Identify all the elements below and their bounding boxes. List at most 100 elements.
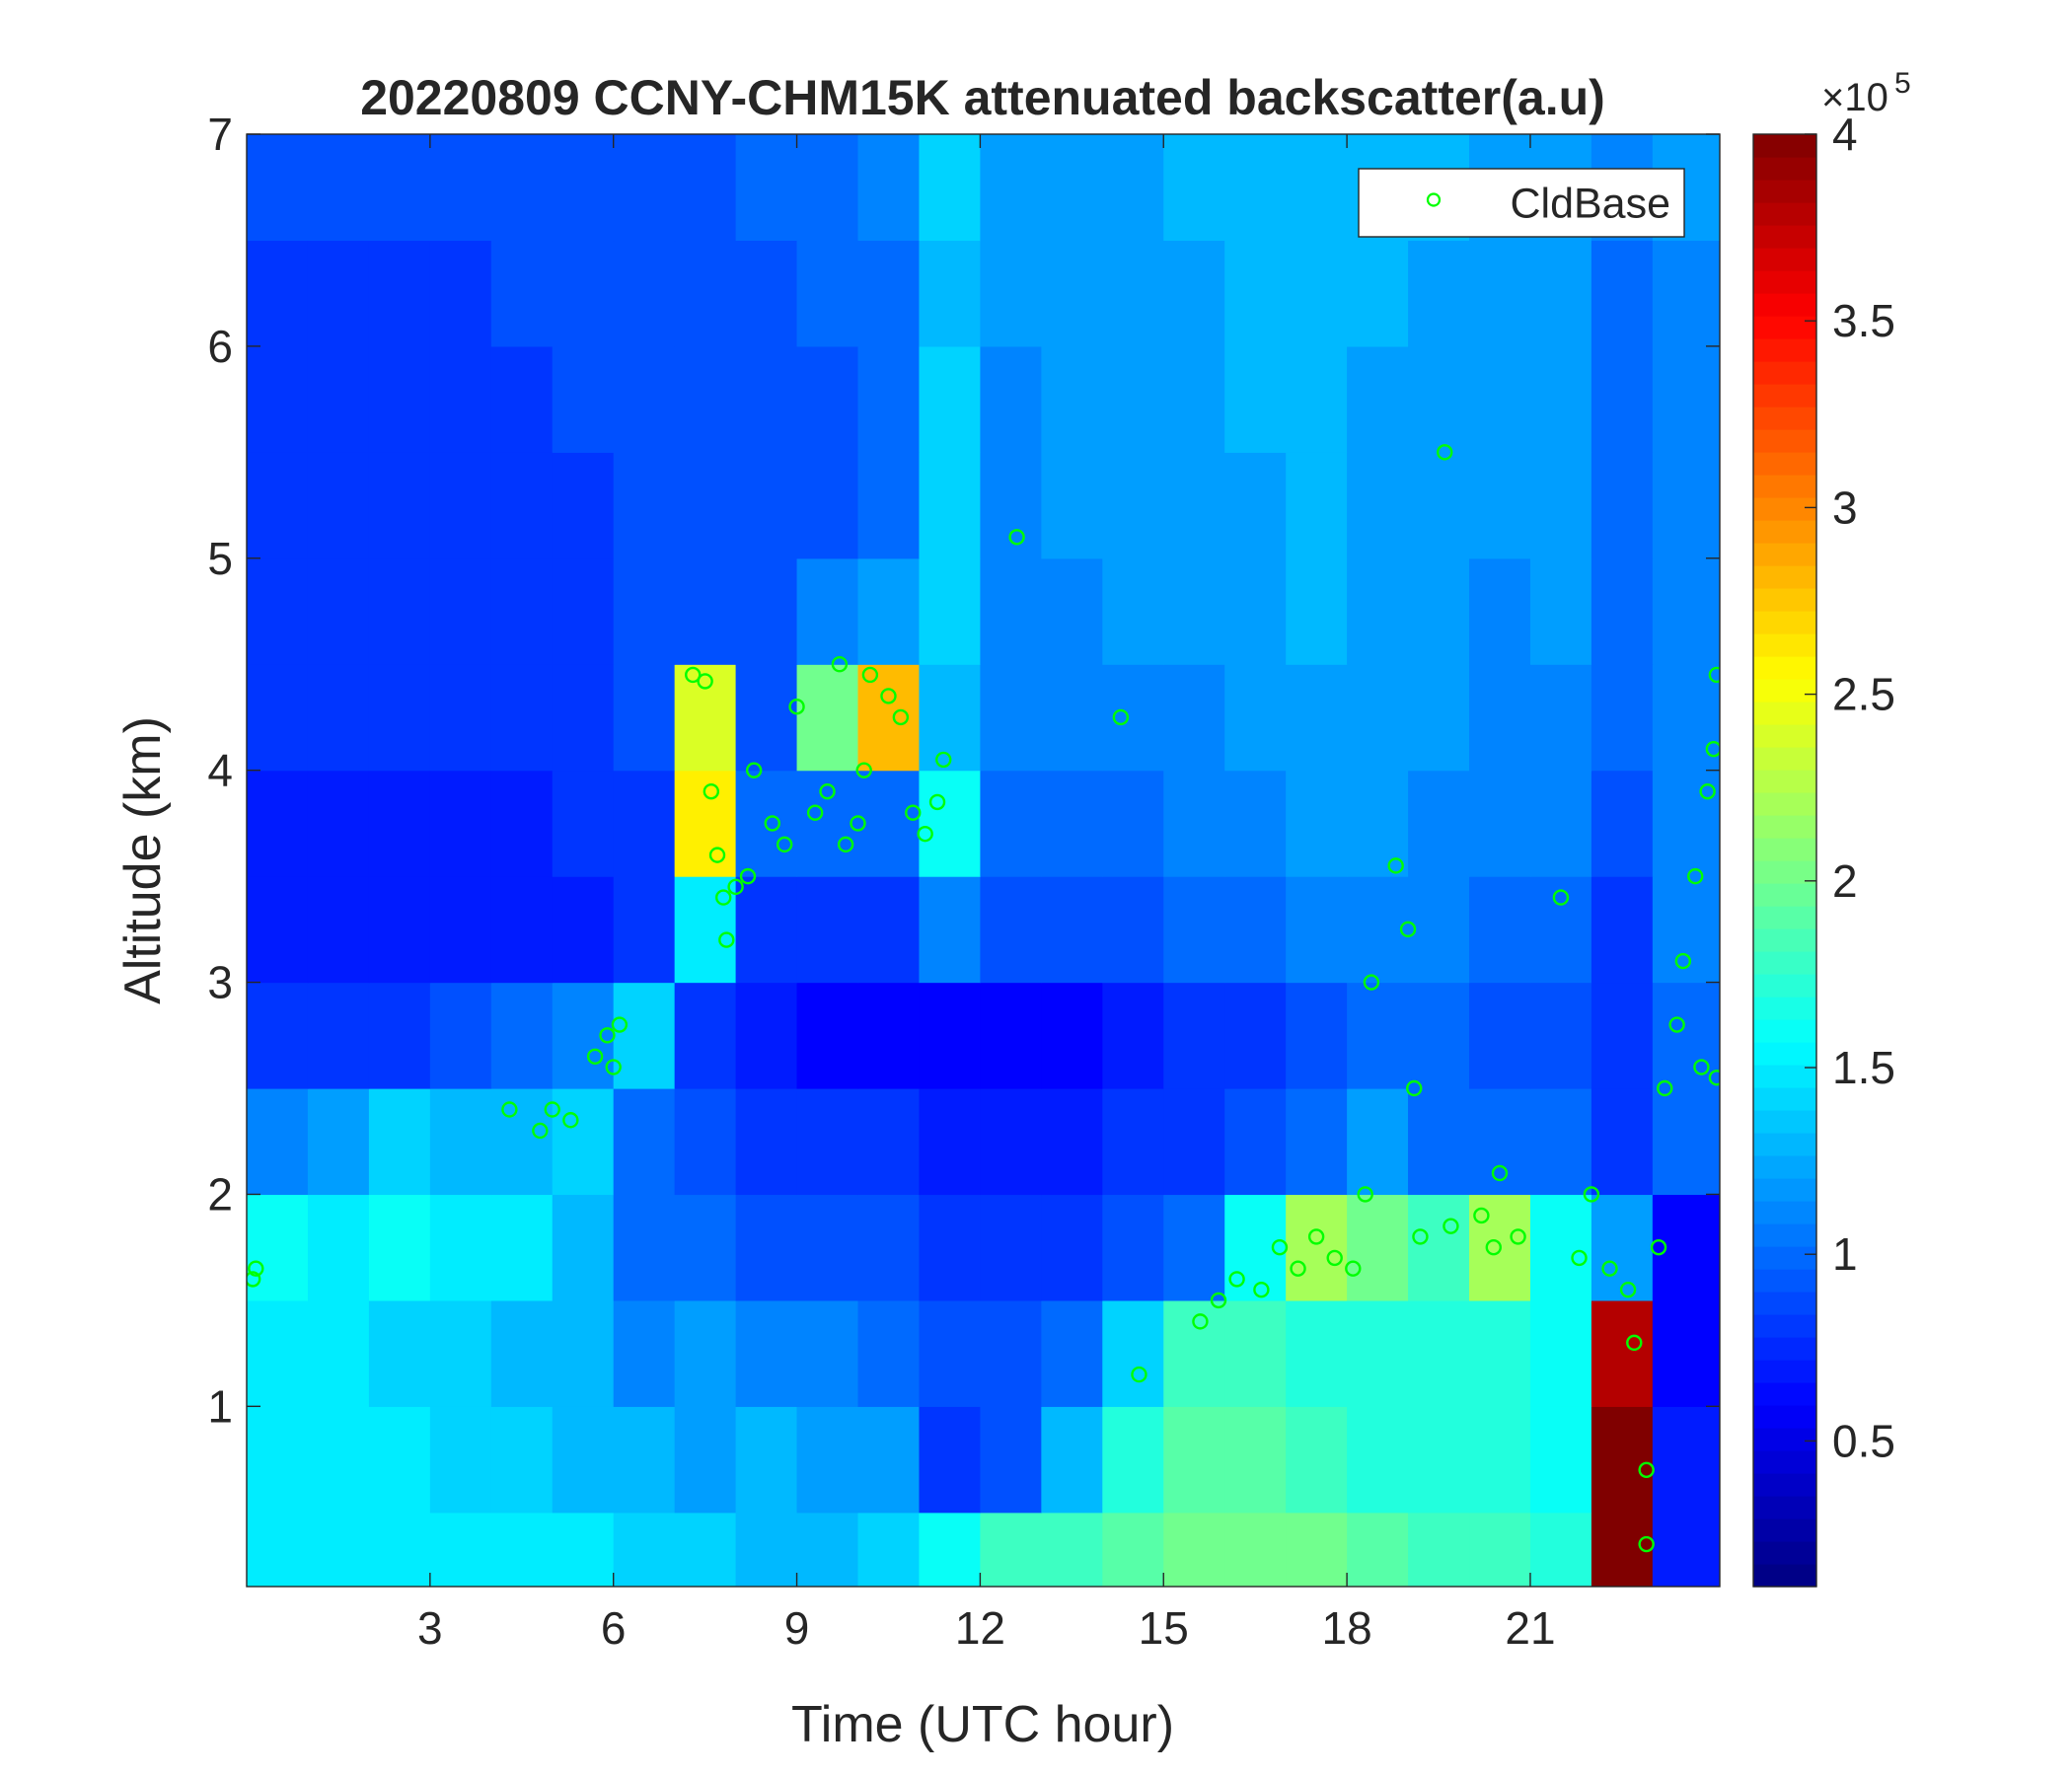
heatmap-cell: [674, 1406, 737, 1514]
x-tick-label: 3: [417, 1602, 443, 1654]
cloud-base-point: [850, 815, 866, 832]
heatmap-cell: [1102, 982, 1164, 1089]
cloud-base-point: [1510, 1228, 1526, 1245]
colorbar-band: [1753, 452, 1816, 476]
cloud-base-point: [1192, 1313, 1209, 1330]
heatmap-cell: [552, 982, 615, 1089]
heatmap-cell: [247, 557, 309, 665]
cloud-base-point: [1657, 1079, 1673, 1097]
heatmap-cell: [307, 876, 370, 984]
heatmap-cell: [857, 134, 921, 242]
colorbar-band: [1753, 338, 1816, 362]
colorbar-band: [1753, 475, 1816, 498]
cloud-base-point: [1290, 1260, 1306, 1277]
heatmap-cell: [368, 982, 431, 1089]
cloud-base-point: [917, 825, 933, 843]
cloud-base-point: [1253, 1281, 1270, 1298]
heatmap-cell: [1286, 982, 1348, 1089]
heatmap-cell: [613, 982, 676, 1089]
heatmap-cell: [1163, 982, 1225, 1089]
y-tick-label: 3: [207, 957, 233, 1008]
y-tick-label: 6: [207, 321, 233, 372]
cloud-base-point: [685, 666, 702, 684]
heatmap-cell: [1408, 240, 1470, 347]
heatmap-cell: [1529, 770, 1592, 877]
heatmap-cell: [307, 557, 370, 665]
heatmap-cell: [368, 1088, 431, 1196]
heatmap-cell: [674, 982, 737, 1089]
heatmap-cell: [613, 240, 676, 347]
heatmap-cell: [368, 770, 431, 877]
heatmap-cell: [1469, 876, 1531, 984]
heatmap-cell: [1529, 1194, 1592, 1301]
heatmap-cell: [1163, 876, 1225, 984]
heatmap-cell: [613, 134, 676, 242]
heatmap-cell: [368, 1194, 431, 1301]
colorbar-band: [1753, 1155, 1816, 1179]
heatmap-cell: [1224, 1406, 1287, 1514]
colorbar-band: [1753, 361, 1816, 385]
heatmap-cell: [1591, 1299, 1654, 1407]
heatmap-cell: [857, 1299, 921, 1407]
heatmap-cell: [980, 134, 1042, 242]
colorbar-band: [1753, 770, 1816, 793]
y-tick-label: 1: [207, 1380, 233, 1432]
cloud-base-point: [1210, 1292, 1227, 1309]
heatmap-cell: [613, 664, 676, 772]
heatmap-cell: [919, 1194, 982, 1301]
x-tick-label: 9: [784, 1602, 810, 1654]
cloud-base-point: [892, 708, 910, 726]
heatmap-cell: [735, 134, 798, 242]
heatmap-cell: [1529, 1299, 1592, 1407]
heatmap-cell: [1529, 664, 1592, 772]
heatmap-cell: [247, 134, 309, 242]
heatmap-cell: [247, 1512, 309, 1587]
heatmap-cell: [247, 345, 309, 453]
heatmap-cell: [1286, 134, 1348, 242]
heatmap-cell: [980, 664, 1042, 772]
colorbar-tick-label: 2.5: [1832, 669, 1895, 720]
y-tick-label: 7: [207, 109, 233, 160]
colorbar-tick-label: 3: [1832, 481, 1858, 533]
heatmap-cell: [980, 452, 1042, 559]
heatmap-cell: [552, 345, 615, 453]
heatmap-cell: [552, 557, 615, 665]
colorbar-tick-label: 1.5: [1832, 1042, 1895, 1093]
heatmap-cell: [247, 240, 309, 347]
heatmap-cell: [980, 1299, 1042, 1407]
heatmap-cell: [490, 1299, 554, 1407]
cloud-base-point: [1008, 529, 1025, 546]
colorbar-band: [1753, 134, 1816, 158]
colorbar-band: [1753, 1564, 1816, 1588]
heatmap-cell: [1286, 557, 1348, 665]
cloud-base-point: [599, 1027, 616, 1044]
heatmap-cell: [1347, 1088, 1409, 1196]
heatmap-cell: [1286, 1194, 1348, 1301]
heatmap-cell: [1163, 1194, 1225, 1301]
heatmap-cell: [1286, 1088, 1348, 1196]
heatmap-cell: [1041, 876, 1103, 984]
cloud-base-point: [1626, 1334, 1643, 1352]
colorbar-band: [1753, 1314, 1816, 1338]
heatmap-cell: [1408, 664, 1470, 772]
cloud-base-point: [764, 815, 780, 832]
heatmap-cell: [1224, 1299, 1287, 1407]
heatmap-cell: [1591, 1088, 1654, 1196]
heatmap-cell: [857, 1088, 921, 1196]
heatmap-cell: [1102, 1512, 1164, 1587]
heatmap-cell: [1347, 876, 1409, 984]
colorbar-band: [1753, 248, 1816, 271]
colorbar-band: [1753, 543, 1816, 566]
cloud-base-point: [1399, 921, 1417, 938]
heatmap-cell: [1224, 557, 1287, 665]
heatmap-cell: [1041, 1088, 1103, 1196]
heatmap-cell: [429, 770, 492, 877]
cloud-base-point: [1491, 1164, 1509, 1182]
heatmap-cell: [429, 345, 492, 453]
heatmap-cell: [552, 134, 615, 242]
heatmap-cell: [1224, 1512, 1287, 1587]
heatmap-cell: [1408, 1299, 1470, 1407]
heatmap-cell: [429, 557, 492, 665]
cloud-base-point: [1687, 867, 1704, 885]
heatmap-cell: [1224, 1194, 1287, 1301]
